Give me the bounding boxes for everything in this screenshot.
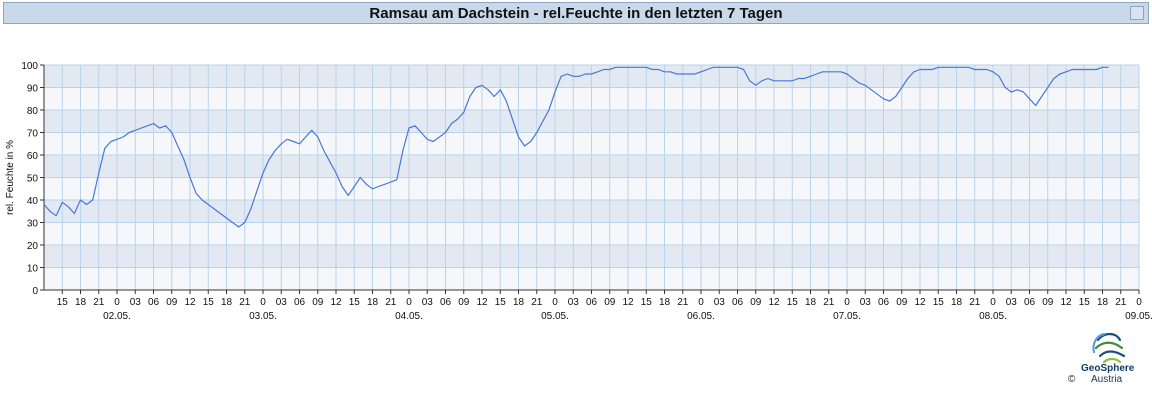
x-tick-label: 18 xyxy=(513,297,525,308)
x-tick-label: 21 xyxy=(823,297,835,308)
x-date-label: 06.05. xyxy=(687,311,715,322)
x-tick-label: 21 xyxy=(1115,297,1127,308)
x-tick-label: 18 xyxy=(805,297,817,308)
x-tick-label: 06 xyxy=(294,297,306,308)
x-date-label: 04.05. xyxy=(395,311,423,322)
x-tick-label: 06 xyxy=(878,297,890,308)
copyright-mark: © xyxy=(1068,374,1076,385)
x-tick-label: 12 xyxy=(184,297,196,308)
x-tick-label: 15 xyxy=(933,297,945,308)
x-tick-label: 18 xyxy=(1097,297,1109,308)
x-tick-label: 09 xyxy=(1042,297,1054,308)
x-tick-label: 18 xyxy=(659,297,671,308)
x-tick-label: 06 xyxy=(440,297,452,308)
x-tick-label: 15 xyxy=(787,297,799,308)
x-tick-label: 12 xyxy=(1060,297,1072,308)
x-date-label: 05.05. xyxy=(541,311,569,322)
x-tick-label: 0 xyxy=(406,297,412,308)
x-tick-label: 15 xyxy=(495,297,507,308)
x-tick-label: 09 xyxy=(896,297,908,308)
x-tick-label: 09 xyxy=(604,297,616,308)
y-tick-label: 50 xyxy=(27,174,39,185)
x-tick-label: 12 xyxy=(768,297,780,308)
close-box-icon[interactable] xyxy=(1130,6,1144,20)
y-tick-label: 80 xyxy=(27,106,39,117)
y-tick-label: 30 xyxy=(27,219,39,230)
x-tick-label: 21 xyxy=(969,297,981,308)
x-date-label: 02.05. xyxy=(103,311,131,322)
x-tick-label: 03 xyxy=(1006,297,1018,308)
x-tick-label: 15 xyxy=(1079,297,1091,308)
x-tick-label: 03 xyxy=(276,297,288,308)
y-tick-label: 40 xyxy=(27,196,39,207)
y-tick-label: 0 xyxy=(32,286,38,297)
y-tick-label: 10 xyxy=(27,264,39,275)
x-tick-label: 18 xyxy=(75,297,87,308)
x-tick-label: 21 xyxy=(531,297,543,308)
x-tick-label: 0 xyxy=(114,297,120,308)
y-axis-label: rel. Feuchte in % xyxy=(5,140,16,215)
brand-subtitle: Austria xyxy=(1091,374,1123,385)
x-tick-label: 09 xyxy=(312,297,324,308)
x-tick-label: 03 xyxy=(568,297,580,308)
x-tick-label: 09 xyxy=(750,297,762,308)
x-tick-label: 12 xyxy=(330,297,342,308)
y-tick-label: 100 xyxy=(21,61,38,72)
chart-title: Ramsau am Dachstein - rel.Feuchte in den… xyxy=(369,4,783,22)
x-tick-label: 03 xyxy=(714,297,726,308)
x-tick-label: 0 xyxy=(990,297,996,308)
x-tick-label: 21 xyxy=(677,297,689,308)
x-tick-label: 0 xyxy=(552,297,558,308)
x-tick-label: 06 xyxy=(148,297,160,308)
x-tick-label: 06 xyxy=(586,297,598,308)
x-date-label: 08.05. xyxy=(979,311,1007,322)
x-tick-label: 18 xyxy=(221,297,233,308)
x-tick-label: 03 xyxy=(422,297,434,308)
y-tick-label: 60 xyxy=(27,151,39,162)
y-tick-label: 70 xyxy=(27,129,39,140)
x-tick-label: 21 xyxy=(385,297,397,308)
geosphere-logo-icon xyxy=(1092,332,1126,364)
x-tick-label: 0 xyxy=(698,297,704,308)
x-date-label: 09.05. xyxy=(1125,311,1152,322)
x-tick-label: 0 xyxy=(260,297,266,308)
x-tick-label: 09 xyxy=(458,297,470,308)
x-tick-label: 18 xyxy=(951,297,963,308)
x-tick-label: 21 xyxy=(93,297,105,308)
x-date-label: 07.05. xyxy=(833,311,861,322)
x-tick-label: 15 xyxy=(57,297,69,308)
y-tick-label: 90 xyxy=(27,84,39,95)
x-date-label: 03.05. xyxy=(249,311,277,322)
x-tick-label: 12 xyxy=(622,297,634,308)
x-tick-label: 15 xyxy=(203,297,215,308)
chart-title-bar: Ramsau am Dachstein - rel.Feuchte in den… xyxy=(3,2,1149,24)
x-tick-label: 21 xyxy=(239,297,251,308)
x-tick-label: 12 xyxy=(914,297,926,308)
y-tick-label: 20 xyxy=(27,241,39,252)
x-tick-label: 06 xyxy=(1024,297,1036,308)
x-tick-label: 12 xyxy=(476,297,488,308)
x-tick-label: 03 xyxy=(130,297,142,308)
x-tick-label: 0 xyxy=(1136,297,1142,308)
x-tick-label: 09 xyxy=(166,297,178,308)
brand-name: GeoSphere xyxy=(1081,363,1135,374)
x-tick-label: 18 xyxy=(367,297,379,308)
x-tick-label: 03 xyxy=(860,297,872,308)
x-tick-label: 15 xyxy=(349,297,361,308)
x-tick-label: 15 xyxy=(641,297,653,308)
x-tick-label: 0 xyxy=(844,297,850,308)
humidity-series-line xyxy=(43,66,1109,228)
x-tick-label: 06 xyxy=(732,297,744,308)
